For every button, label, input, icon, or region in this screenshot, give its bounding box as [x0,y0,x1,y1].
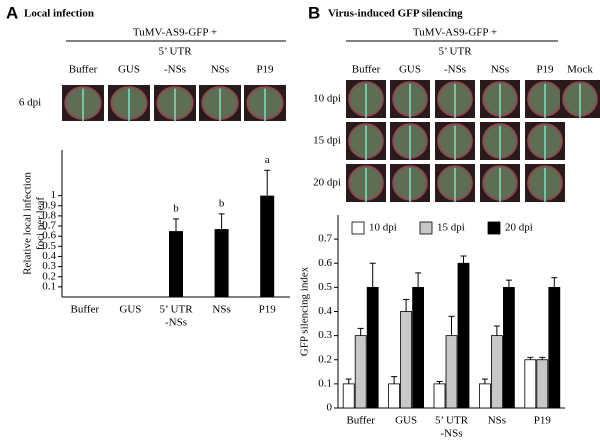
legend-swatch [351,221,365,235]
x-tick-label: Buffer [71,304,100,316]
y-tick-label: 0.5 [42,240,56,252]
bar [478,383,491,409]
x-tick-label: GUS [119,304,141,316]
bar [342,383,355,409]
column-label: Mock [567,64,593,76]
row-label: 10 dpi [313,93,341,105]
column-label: NSs [491,64,509,76]
y-tick-label: 0.2 [318,353,332,365]
y-tick-label: 0.7 [318,233,332,245]
bar [433,383,446,409]
x-tick-label: -NSs [440,428,462,440]
row-label: 20 dpi [313,177,341,189]
y-tick-label: 0.1 [42,280,56,292]
y-tick-label: 0.1 [318,377,332,389]
y-tick-label: 0.9 [42,199,56,211]
y-tick-label: 0.7 [42,220,56,232]
column-label: -NSs [164,64,186,76]
construct-label: TuMV-AS9-GFP + [413,27,497,39]
bar [524,359,537,409]
bar [457,262,470,409]
legend-swatch [487,221,501,235]
legend-swatch [419,221,433,235]
column-label: P19 [536,64,554,76]
column-label: NSs [211,64,229,76]
column-label: Buffer [69,64,98,76]
significance-letter: b [219,197,225,209]
y-tick-label: 0.6 [42,230,56,242]
legend-label: 15 dpi [437,222,465,234]
bar [502,286,515,409]
x-tick-label: P19 [534,415,552,427]
panel-title: Virus-induced GFP silencing [328,8,463,20]
significance-letter: b [173,202,179,214]
legend-label: 20 dpi [505,222,533,234]
bar [366,286,379,409]
bar [400,311,413,409]
panel-title: Local infection [24,8,94,20]
y-tick-label: 0.8 [42,209,56,221]
y-axis-label: foci per leaf [35,197,47,250]
bar [214,229,229,297]
y-axis-label: Relative local infection [22,172,34,275]
bar [388,383,401,409]
column-label: GUS [118,64,140,76]
column-label: P19 [256,64,274,76]
y-tick-label: 0.5 [318,281,332,293]
bar [548,286,561,409]
bar [169,231,183,297]
column-label: 5’ UTR [158,46,192,58]
column-label: Buffer [352,64,381,76]
y-tick-label: 0.6 [318,257,332,269]
x-tick-label: NSs [488,415,506,427]
row-label: 6 dpi [19,97,41,109]
x-tick-label: 5’ UTR [435,415,469,427]
bar [354,335,367,409]
x-tick-label: 5’ UTR [159,304,193,316]
y-tick-label: 0.3 [318,329,332,341]
bar [260,195,275,297]
column-label: 5’ UTR [438,46,472,58]
column-label: GUS [399,64,421,76]
x-tick-label: GUS [395,415,417,427]
legend-label: 10 dpi [369,222,397,234]
construct-label: TuMV-AS9-GFP + [133,27,217,39]
bar [445,335,458,409]
y-tick-label: 1 [51,189,57,201]
x-tick-label: -NSs [165,317,187,329]
x-tick-label: NSs [212,304,230,316]
y-tick-label: 0.4 [318,305,332,317]
column-label: -NSs [444,64,466,76]
significance-letter: a [265,154,270,166]
bar [412,286,425,409]
y-tick-label: 0.4 [42,250,56,262]
x-tick-label: Buffer [346,415,375,427]
bar [536,359,549,409]
bar [490,335,503,409]
y-tick-label: 0.2 [42,270,56,282]
y-tick-label: 0.3 [42,260,56,272]
row-label: 15 dpi [313,135,341,147]
y-axis-label: GFP silencing index [299,266,311,356]
panel-letter: A [6,3,18,22]
y-tick-label: 0 [327,402,333,414]
x-tick-label: P19 [259,304,277,316]
panel-letter: B [308,3,320,22]
